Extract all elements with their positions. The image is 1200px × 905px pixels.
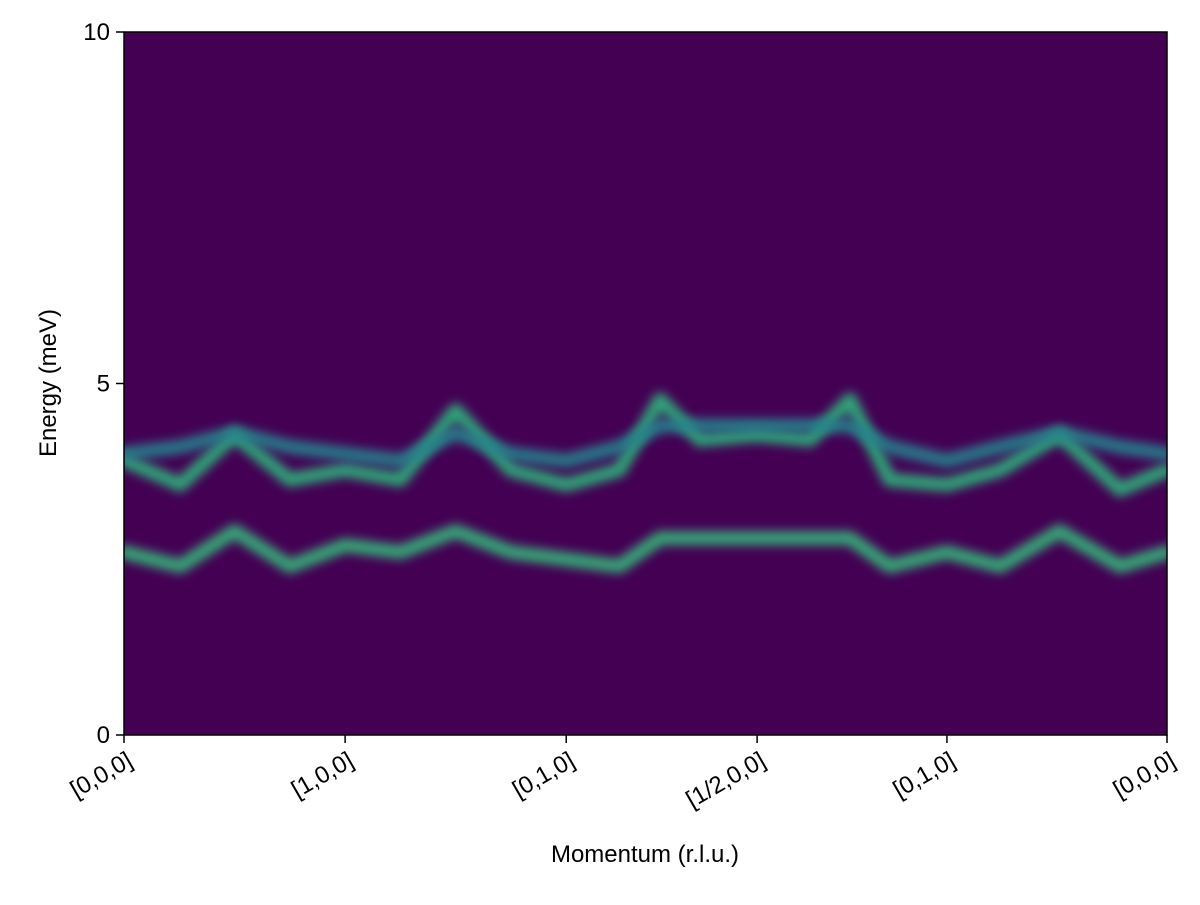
band — [124, 392, 1167, 497]
x-tick-label: [0,0,0] — [66, 747, 137, 804]
y-axis-label: Energy (meV) — [35, 309, 62, 457]
band — [124, 418, 1167, 468]
plot-background — [124, 32, 1167, 735]
x-tick-label: [1,0,0] — [287, 747, 358, 804]
x-tick-label: [1/2,0,0] — [681, 747, 770, 814]
x-axis-label: Momentum (r.l.u.) — [551, 841, 739, 868]
heatmap-bands — [124, 392, 1167, 574]
y-tick-label: 5 — [97, 371, 110, 398]
y-tick-label: 10 — [83, 19, 110, 46]
x-tick-label: [0,1,0] — [508, 747, 579, 804]
y-tick-label: 0 — [97, 722, 110, 749]
x-tick-label: [0,1,0] — [889, 747, 960, 804]
band — [124, 524, 1167, 574]
x-tick-label: [0,0,0] — [1109, 747, 1180, 804]
